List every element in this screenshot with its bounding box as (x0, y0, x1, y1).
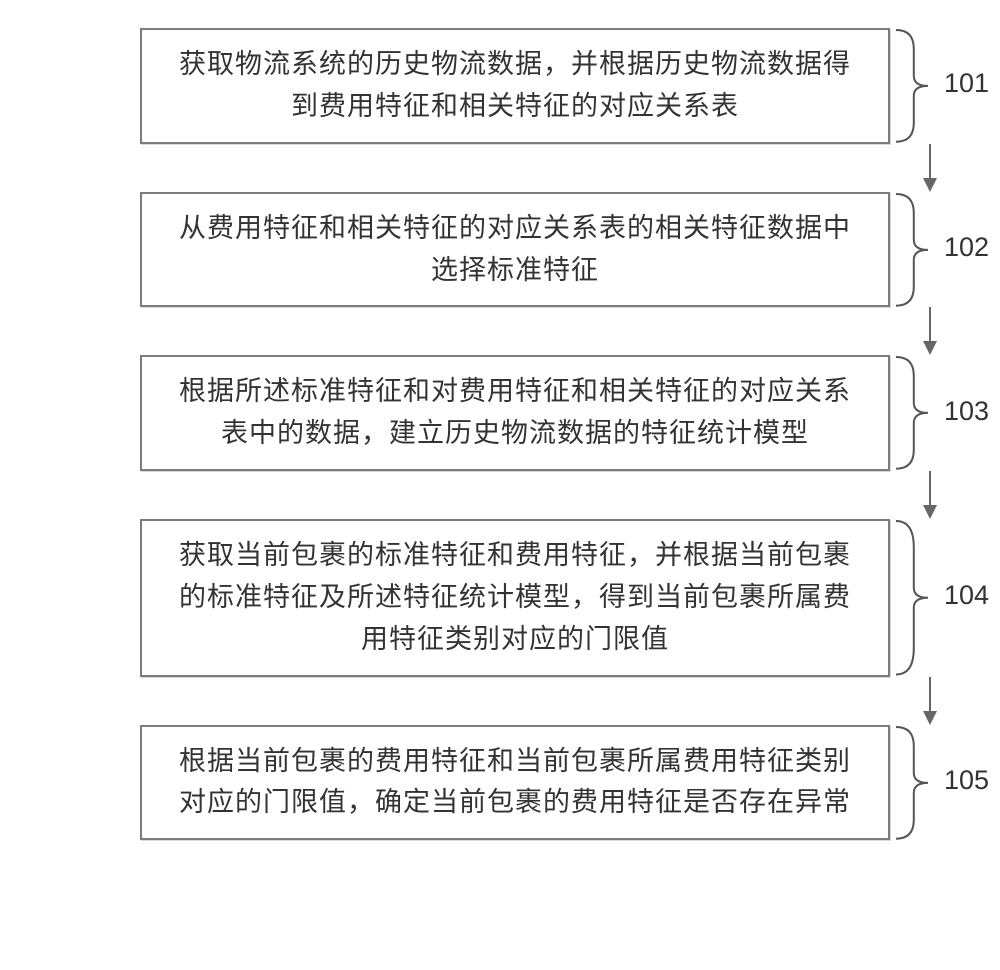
step-label: 105 (944, 765, 989, 796)
step-label: 102 (944, 232, 989, 263)
arrow-down-icon (910, 471, 950, 519)
flow-step-text: 从费用特征和相关特征的对应关系表的相关特征数据中选择标准特征 (172, 208, 858, 292)
step-bracket-icon (894, 725, 930, 841)
flow-step-101: 获取物流系统的历史物流数据，并根据历史物流数据得到费用特征和相关特征的对应关系表 (140, 28, 890, 144)
step-label: 103 (944, 396, 989, 427)
flow-step-104: 获取当前包裹的标准特征和费用特征，并根据当前包裹的标准特征及所述特征统计模型，得… (140, 519, 890, 677)
flow-step-text: 根据所述标准特征和对费用特征和相关特征的对应关系表中的数据，建立历史物流数据的特… (172, 371, 858, 455)
step-bracket-icon (894, 28, 930, 144)
flow-step-text: 根据当前包裹的费用特征和当前包裹所属费用特征类别对应的门限值，确定当前包裹的费用… (172, 741, 858, 825)
flow-step-102: 从费用特征和相关特征的对应关系表的相关特征数据中选择标准特征 (140, 192, 890, 308)
step-label: 104 (944, 580, 989, 611)
step-label: 101 (944, 68, 989, 99)
arrow-down-icon (910, 144, 950, 192)
flow-step-text: 获取当前包裹的标准特征和费用特征，并根据当前包裹的标准特征及所述特征统计模型，得… (172, 535, 858, 661)
step-bracket-icon (894, 519, 930, 677)
arrow-down-icon (910, 307, 950, 355)
step-bracket-icon (894, 355, 930, 471)
flow-step-105: 根据当前包裹的费用特征和当前包裹所属费用特征类别对应的门限值，确定当前包裹的费用… (140, 725, 890, 841)
arrow-down-icon (910, 677, 950, 725)
flow-step-103: 根据所述标准特征和对费用特征和相关特征的对应关系表中的数据，建立历史物流数据的特… (140, 355, 890, 471)
flow-step-text: 获取物流系统的历史物流数据，并根据历史物流数据得到费用特征和相关特征的对应关系表 (172, 44, 858, 128)
step-bracket-icon (894, 192, 930, 308)
